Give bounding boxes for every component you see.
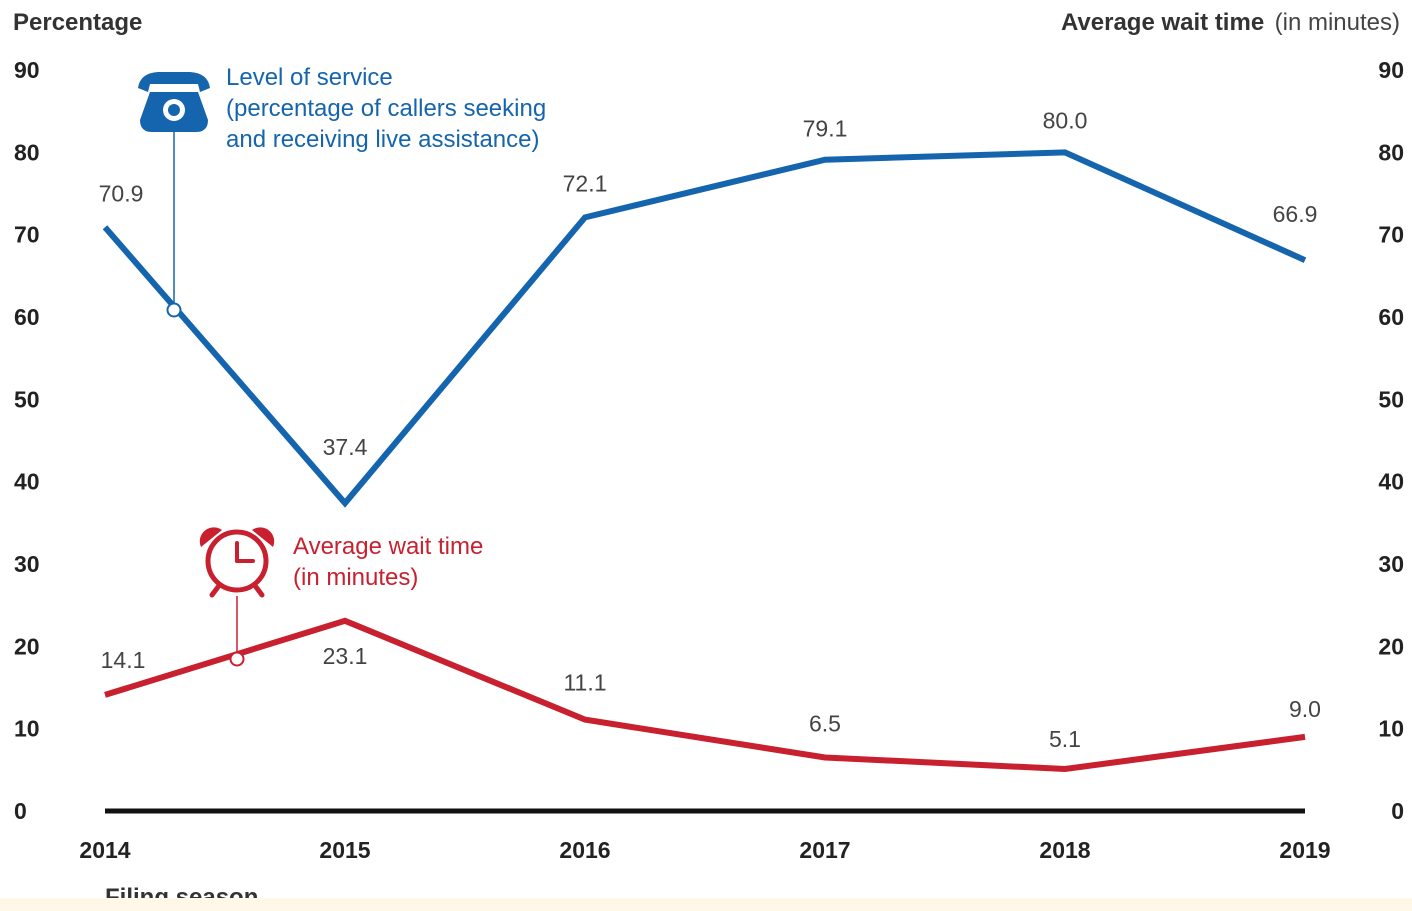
right-axis-title: Average wait time (in minutes) bbox=[1061, 9, 1400, 36]
right-y-tick-label: 80 bbox=[1378, 139, 1404, 165]
wait-time-leader-dot bbox=[229, 651, 245, 667]
right-axis-title-main: Average wait time bbox=[1061, 9, 1264, 36]
average-wait-time-line bbox=[104, 617, 1306, 773]
data-label: 11.1 bbox=[563, 670, 606, 696]
data-label: 72.1 bbox=[563, 170, 608, 196]
data-label: 23.1 bbox=[323, 643, 368, 669]
left-axis-title: Percentage bbox=[13, 9, 142, 36]
right-y-tick-label: 0 bbox=[1391, 798, 1404, 824]
data-label: 70.9 bbox=[99, 180, 144, 206]
right-y-tick-label: 60 bbox=[1378, 304, 1404, 330]
level-of-service-line bbox=[102, 149, 1307, 508]
data-label: 37.4 bbox=[323, 434, 368, 460]
level-of-service-leader-dot bbox=[166, 302, 182, 318]
x-tick-label: 2015 bbox=[319, 837, 370, 863]
right-y-tick-label: 30 bbox=[1378, 551, 1404, 577]
x-tick-label: 2016 bbox=[559, 837, 610, 863]
left-y-tick-label: 10 bbox=[14, 716, 40, 742]
x-tick-label: 2017 bbox=[799, 837, 850, 863]
level-of-service-annotation: Level of service (percentage of callers … bbox=[138, 64, 546, 318]
x-tick-label: 2014 bbox=[79, 837, 130, 863]
left-y-tick-label: 60 bbox=[14, 304, 40, 330]
right-y-tick-label: 70 bbox=[1378, 222, 1404, 248]
right-y-tick-label: 90 bbox=[1378, 57, 1404, 83]
data-label: 80.0 bbox=[1043, 107, 1088, 133]
right-y-tick-label: 40 bbox=[1378, 469, 1404, 495]
right-y-axis-ticks: 0 10 20 30 40 50 60 70 80 90 bbox=[1378, 57, 1404, 824]
data-label: 6.5 bbox=[809, 710, 841, 736]
left-y-tick-label: 20 bbox=[14, 633, 40, 659]
data-label: 66.9 bbox=[1273, 201, 1318, 227]
data-label: 9.0 bbox=[1289, 696, 1321, 722]
level-of-service-label-line2: (percentage of callers seeking bbox=[226, 95, 546, 122]
right-y-tick-label: 50 bbox=[1378, 386, 1404, 412]
footer-band bbox=[0, 898, 1412, 911]
x-axis-ticks: 2014 2015 2016 2017 2018 2019 bbox=[79, 837, 1330, 863]
wait-time-annotation: Average wait time (in minutes) bbox=[199, 527, 483, 667]
alarm-clock-icon bbox=[199, 527, 275, 598]
wait-time-label-line1: Average wait time bbox=[293, 533, 483, 560]
left-y-tick-label: 80 bbox=[14, 139, 40, 165]
data-label: 79.1 bbox=[803, 116, 848, 142]
telephone-icon bbox=[138, 72, 210, 132]
level-of-service-label-line1: Level of service bbox=[226, 64, 393, 91]
left-y-tick-label: 40 bbox=[14, 469, 40, 495]
right-y-tick-label: 10 bbox=[1378, 716, 1404, 742]
right-axis-title-unit: (in minutes) bbox=[1275, 9, 1400, 36]
left-y-tick-label: 50 bbox=[14, 386, 40, 412]
data-label: 14.1 bbox=[101, 647, 146, 673]
x-tick-label: 2019 bbox=[1279, 837, 1330, 863]
left-y-axis-ticks: 0 10 20 30 40 50 60 70 80 90 bbox=[14, 57, 40, 824]
level-of-service-label-line3: and receiving live assistance) bbox=[226, 126, 540, 153]
wait-time-label-line2: (in minutes) bbox=[293, 564, 418, 591]
x-tick-label: 2018 bbox=[1039, 837, 1090, 863]
left-y-tick-label: 90 bbox=[14, 57, 40, 83]
data-labels-layer: 70.9 37.4 72.1 79.1 80.0 66.9 14.1 23.1 11.1 6.5 5… bbox=[99, 107, 1321, 752]
left-y-tick-label: 70 bbox=[14, 222, 40, 248]
series-layer bbox=[102, 149, 1307, 773]
data-label: 5.1 bbox=[1049, 726, 1081, 752]
left-y-tick-label: 30 bbox=[14, 551, 40, 577]
left-y-tick-label: 0 bbox=[14, 798, 27, 824]
right-y-tick-label: 20 bbox=[1378, 633, 1404, 659]
